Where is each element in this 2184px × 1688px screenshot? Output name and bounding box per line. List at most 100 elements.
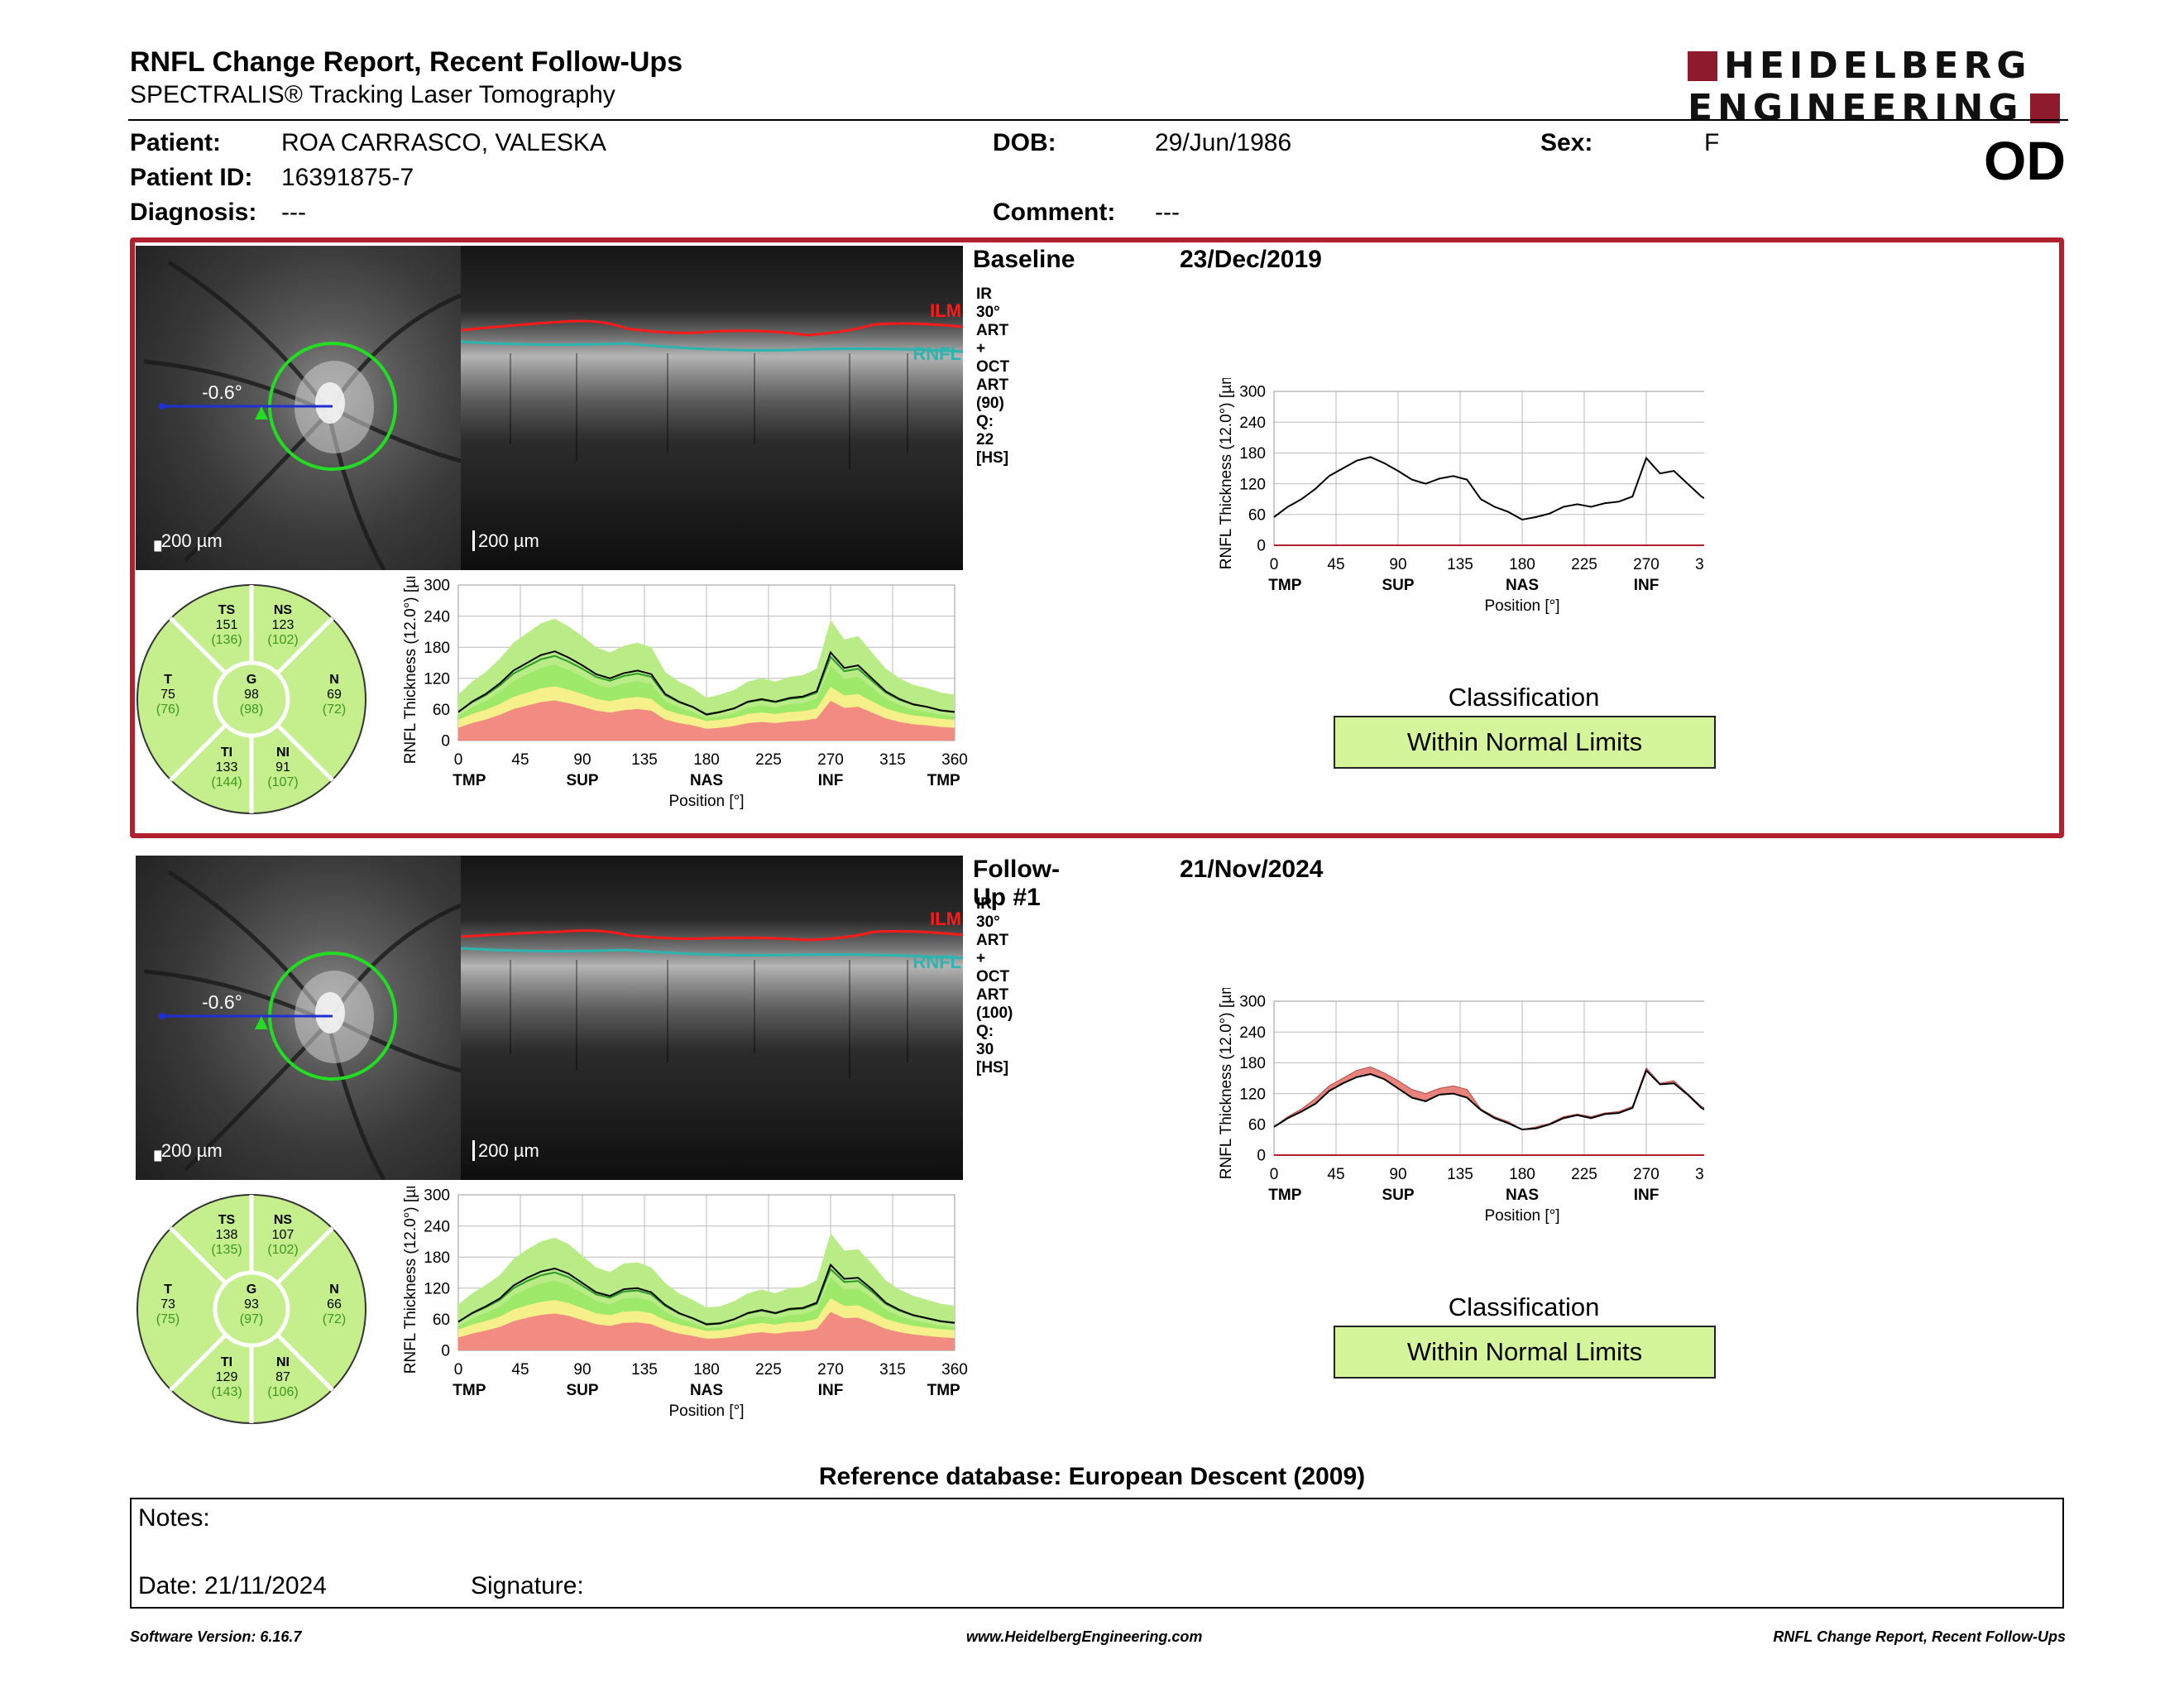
region-label: INF: [818, 772, 844, 789]
y-tick-label: 120: [424, 1280, 450, 1297]
baseline-tsnit-chart: 06012018024030004590135180225270315360TM…: [1218, 378, 1704, 615]
plot-frame: [1273, 391, 1704, 546]
baseline-oct-bscan: ILM RNFL 200 µm: [461, 246, 963, 570]
sector-ts: TS 138 (135): [211, 1213, 242, 1257]
sector-t: T 73 (75): [156, 1283, 180, 1326]
followup-oct-bscan: ILM RNFL 200 µm: [461, 856, 963, 1180]
diagnosis-value: ---: [281, 199, 306, 226]
notes-label: Notes:: [138, 1504, 210, 1532]
y-tick-label: 180: [1239, 445, 1266, 463]
x-tick-label: 90: [573, 1361, 591, 1379]
ilm-boundary-line: [461, 319, 963, 337]
baseline-normative-tsnit-chart: 0 60 120 180 240 300 0 45 90 135 180 225 270 315 360 TM…: [402, 577, 968, 810]
sector-n: N 69 (72): [322, 673, 347, 717]
logo-line2: ENGINEERING: [1688, 87, 2024, 129]
region-label: TMP: [1268, 577, 1301, 594]
x-tick-label: 180: [693, 1361, 720, 1379]
x-tick-label: 225: [755, 751, 782, 769]
x-tick-label: 135: [631, 1361, 658, 1379]
sector-n: N 66 (72): [322, 1283, 347, 1326]
x-tick-label: 45: [1327, 1166, 1344, 1183]
patient-label: Patient:: [130, 129, 222, 156]
y-tick-label: 60: [433, 1312, 450, 1329]
x-tick-label: 315: [1695, 1166, 1704, 1183]
outside-normal-band: [458, 700, 955, 741]
sector-ti: TI 129 (143): [211, 1355, 242, 1399]
baseline-selection-frame[interactable]: [130, 237, 2064, 838]
ilm-boundary-line: [461, 929, 963, 942]
region-label: NAS: [1506, 1187, 1539, 1204]
ir-scale-bar: ▗200 µm: [147, 530, 223, 551]
sector-g: G 98 (98): [239, 673, 264, 717]
x-tick-label: 315: [1695, 556, 1704, 573]
y-tick-label: 0: [1257, 1148, 1266, 1165]
ir-scale-label: 200 µm: [160, 1140, 223, 1161]
sector-ni: NI 91 (107): [267, 746, 299, 789]
y-tick-label: 300: [1239, 384, 1266, 401]
x-axis-label: Position [°]: [1484, 597, 1559, 615]
x-tick-label: 180: [1509, 1166, 1535, 1183]
rnfl-thickness-line: [457, 650, 956, 716]
x-tick-label: 135: [631, 751, 658, 769]
baseline-sector-map: [136, 584, 366, 814]
y-tick-label: 120: [1239, 476, 1266, 493]
notes-box[interactable]: Notes: Date: 21/11/2024 Signature:: [130, 1498, 2064, 1609]
x-tick-label: 0: [454, 1361, 463, 1379]
plot-frame: [1273, 1000, 1704, 1156]
baseline-ir-fundus-image: -0.6° ▗200 µm: [136, 246, 461, 570]
oct-scale-label: 200 µm: [472, 1140, 539, 1161]
y-tick-label: 120: [1239, 1086, 1266, 1103]
x-tick-label: 360: [941, 1361, 968, 1379]
footer-website[interactable]: www.HeidelbergEngineering.com: [966, 1628, 1203, 1645]
exam-label: Follow-Up #1: [973, 856, 1060, 911]
followup-normative-tsnit-chart: 0 60 120 180 240 300 0 45 90 135 180 225 270 315 360 TM…: [402, 1187, 968, 1420]
rnfl-boundary-line: [461, 340, 963, 353]
x-tick-label: 225: [1571, 1166, 1597, 1183]
scan-info: IR 30° ART + OCT ART (100) Q: 30 [HS]: [976, 895, 1013, 1077]
classification-result: Within Normal Limits: [1334, 716, 1716, 769]
oct-scale-bar: 200 µm: [472, 1140, 539, 1162]
y-tick-label: 0: [441, 1343, 450, 1360]
x-tick-label: 90: [1389, 1166, 1406, 1183]
sex-value: F: [1704, 129, 1720, 156]
x-tick-label: 315: [879, 1361, 906, 1379]
signature-label: Signature:: [471, 1572, 584, 1599]
sector-ns: NS 107 (102): [267, 1213, 299, 1257]
comment-value: ---: [1155, 199, 1180, 226]
logo-square-icon: [1688, 50, 1717, 81]
region-label: SUP: [566, 1382, 598, 1399]
x-tick-label: 180: [1509, 556, 1535, 573]
rnfl-thickness-line: [1273, 456, 1704, 521]
rnfl-label: RNFL: [912, 343, 961, 364]
sector-ns: NS 123 (102): [267, 603, 299, 647]
y-tick-label: 240: [424, 1218, 450, 1235]
y-tick-label: 240: [1239, 1024, 1266, 1042]
x-tick-label: 180: [693, 751, 720, 769]
region-label: SUP: [1382, 577, 1414, 594]
y-tick-label: 300: [424, 578, 450, 595]
x-tick-label: 360: [941, 751, 968, 769]
exam-date: 23/Dec/2019: [1180, 246, 1322, 273]
x-tick-label: 135: [1447, 1166, 1473, 1183]
eye-label: OD: [1984, 130, 2066, 191]
sector-g: G 93 (97): [239, 1283, 264, 1326]
y-tick-label: 180: [1239, 1055, 1266, 1072]
report-title: RNFL Change Report, Recent Follow-Ups: [130, 46, 683, 78]
footer-software-version: Software Version: 6.16.7: [130, 1628, 302, 1645]
region-label: INF: [818, 1382, 844, 1399]
angle-label: -0.6°: [202, 991, 242, 1013]
x-tick-label: 225: [755, 1361, 782, 1379]
x-tick-label: 270: [1633, 556, 1660, 573]
exam-label: Baseline: [973, 246, 1075, 273]
y-tick-label: 300: [1239, 994, 1266, 1011]
region-label: TMP: [453, 1382, 486, 1399]
x-axis-label: Position [°]: [668, 793, 744, 810]
y-axis-label: RNFL Thickness (12.0°) [µm]: [402, 1187, 419, 1374]
x-tick-label: 270: [817, 751, 844, 769]
followup-ir-fundus-image: -0.6° ▗200 µm: [136, 856, 461, 1180]
x-tick-label: 270: [1633, 1166, 1660, 1183]
sector-ti: TI 133 (144): [211, 746, 242, 789]
angle-label: -0.6°: [202, 381, 242, 403]
ir-scale-bar: ▗200 µm: [147, 1140, 223, 1161]
